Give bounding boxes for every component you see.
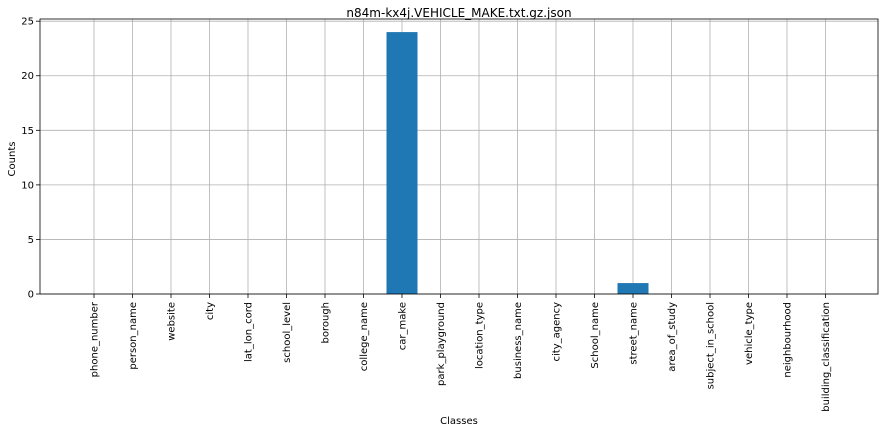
y-axis-ticks: 0 5 10 15 20 25	[21, 17, 40, 301]
plot-frame	[39, 18, 879, 295]
y-tick-label: 5	[28, 235, 34, 246]
x-tick-label: person_name	[128, 302, 139, 370]
x-tick-label: neighbourhood	[783, 302, 794, 378]
x-tick-label: city	[205, 302, 216, 320]
y-tick-label: 10	[21, 180, 34, 191]
x-tick-label: street_name	[629, 302, 640, 365]
bar-street_name	[617, 283, 649, 294]
y-axis-title: Counts	[7, 142, 18, 177]
y-tick-label: 20	[21, 71, 34, 82]
x-tick-label: park_playground	[436, 302, 447, 386]
bars	[386, 32, 649, 294]
grid-lines	[40, 19, 878, 295]
y-tick-label: 15	[21, 126, 34, 137]
x-tick-label: building_classification	[821, 302, 832, 412]
x-tick-label: area_of_study	[667, 302, 678, 372]
x-tick-label: business_name	[513, 302, 524, 379]
x-tick-label: vehicle_type	[744, 302, 755, 365]
chart-title: n84m-kx4j.VEHICLE_MAKE.txt.gz.json	[346, 6, 571, 20]
x-tick-label: school_level	[282, 302, 293, 363]
x-axis-ticks: phone_number person_name website city lat_lo…	[90, 294, 832, 412]
bar-car_make	[386, 32, 418, 294]
x-tick-label: School_name	[590, 302, 601, 369]
x-tick-label: website	[167, 302, 178, 341]
x-tick-label: college_name	[359, 302, 370, 371]
x-tick-label: lat_lon_cord	[244, 302, 255, 362]
y-tick-label: 25	[21, 17, 34, 28]
x-tick-label: borough	[321, 302, 332, 344]
x-tick-label: subject_in_school	[706, 302, 717, 389]
x-tick-label: phone_number	[90, 301, 101, 377]
y-tick-label: 0	[28, 290, 34, 301]
x-tick-label: location_type	[475, 302, 486, 369]
x-axis-title: Classes	[440, 416, 478, 427]
x-tick-label: city_agency	[552, 302, 563, 362]
x-tick-label: car_make	[398, 302, 409, 350]
